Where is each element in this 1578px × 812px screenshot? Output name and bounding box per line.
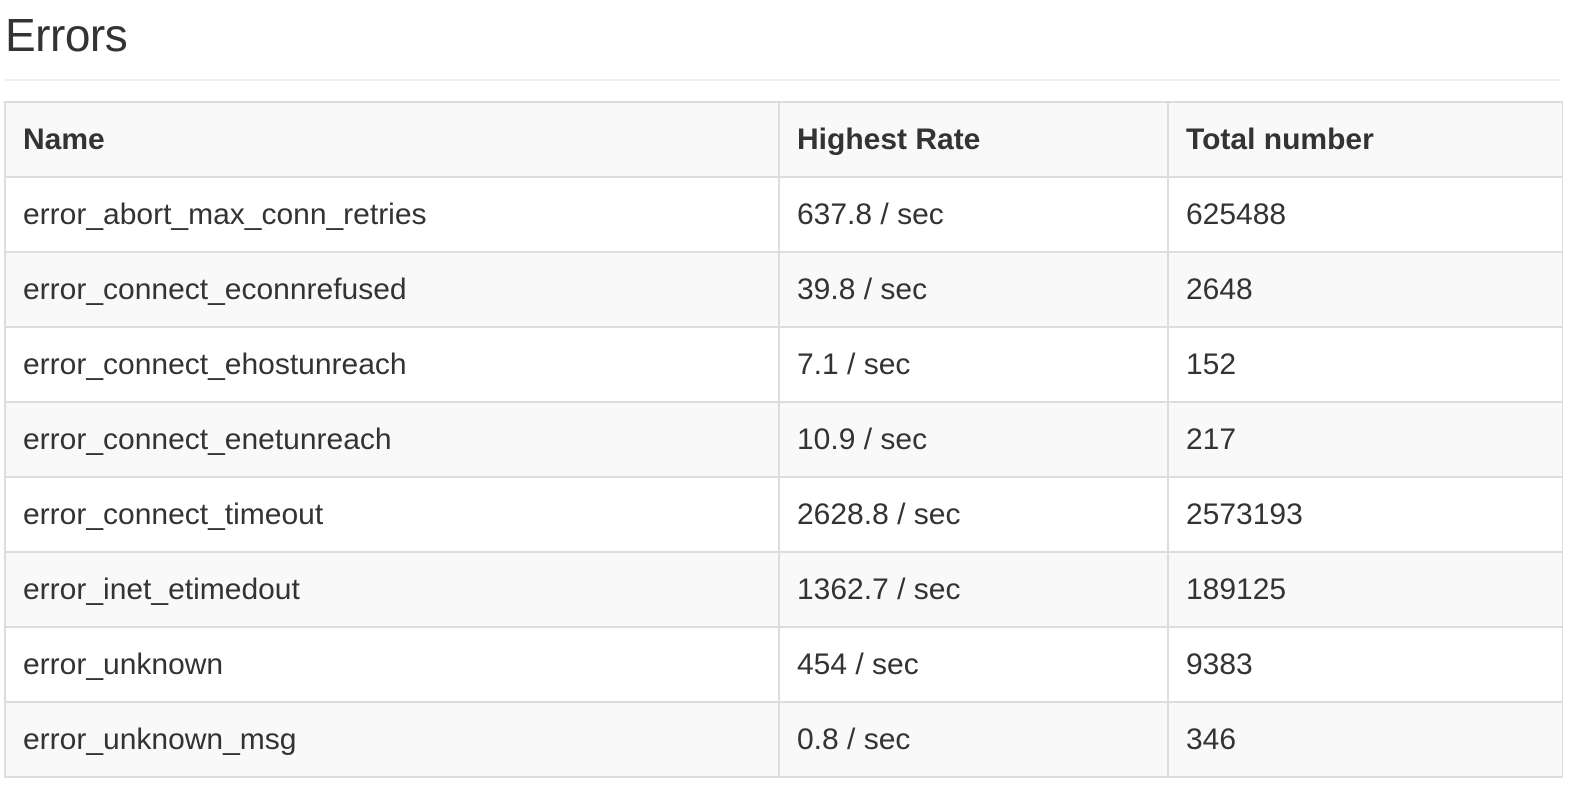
highest-rate-cell: 2628.8 / sec <box>778 476 1169 553</box>
error-name-cell: error_unknown <box>4 626 780 703</box>
highest-rate-cell: 1362.7 / sec <box>778 551 1169 628</box>
total-number-cell: 2648 <box>1167 251 1563 328</box>
table-row: error_connect_timeout 2628.8 / sec 25731… <box>4 476 1563 553</box>
total-number-cell: 217 <box>1167 401 1563 478</box>
page-title: Errors <box>5 9 128 61</box>
highest-rate-cell: 0.8 / sec <box>778 701 1169 778</box>
total-number-cell: 346 <box>1167 701 1563 778</box>
error-name-cell: error_connect_econnrefused <box>4 251 780 328</box>
error-name-cell: error_inet_etimedout <box>4 551 780 628</box>
column-header-name: Name <box>4 101 780 178</box>
errors-table: Name Highest Rate Total number error_abo… <box>4 101 1563 778</box>
error-name-cell: error_connect_timeout <box>4 476 780 553</box>
total-number-cell: 9383 <box>1167 626 1563 703</box>
column-header-highest-rate: Highest Rate <box>778 101 1169 178</box>
error-name-cell: error_abort_max_conn_retries <box>4 176 780 253</box>
highest-rate-cell: 10.9 / sec <box>778 401 1169 478</box>
table-row: error_connect_econnrefused 39.8 / sec 26… <box>4 251 1563 328</box>
table-row: error_connect_enetunreach 10.9 / sec 217 <box>4 401 1563 478</box>
title-divider <box>5 79 1561 81</box>
table-row: error_abort_max_conn_retries 637.8 / sec… <box>4 176 1563 253</box>
highest-rate-cell: 39.8 / sec <box>778 251 1169 328</box>
total-number-cell: 152 <box>1167 326 1563 403</box>
total-number-cell: 189125 <box>1167 551 1563 628</box>
error-name-cell: error_unknown_msg <box>4 701 780 778</box>
column-header-total-number: Total number <box>1167 101 1563 178</box>
errors-table-container: Name Highest Rate Total number error_abo… <box>4 101 1563 804</box>
table-row: error_unknown_msg 0.8 / sec 346 <box>4 701 1563 778</box>
total-number-cell: 625488 <box>1167 176 1563 253</box>
table-row: error_connect_ehostunreach 7.1 / sec 152 <box>4 326 1563 403</box>
highest-rate-cell: 637.8 / sec <box>778 176 1169 253</box>
table-row: error_unknown 454 / sec 9383 <box>4 626 1563 703</box>
highest-rate-cell: 454 / sec <box>778 626 1169 703</box>
total-number-cell: 2573193 <box>1167 476 1563 553</box>
error-name-cell: error_connect_enetunreach <box>4 401 780 478</box>
highest-rate-cell: 7.1 / sec <box>778 326 1169 403</box>
error-name-cell: error_connect_ehostunreach <box>4 326 780 403</box>
table-row: error_inet_etimedout 1362.7 / sec 189125 <box>4 551 1563 628</box>
table-header-row: Name Highest Rate Total number <box>4 101 1563 178</box>
